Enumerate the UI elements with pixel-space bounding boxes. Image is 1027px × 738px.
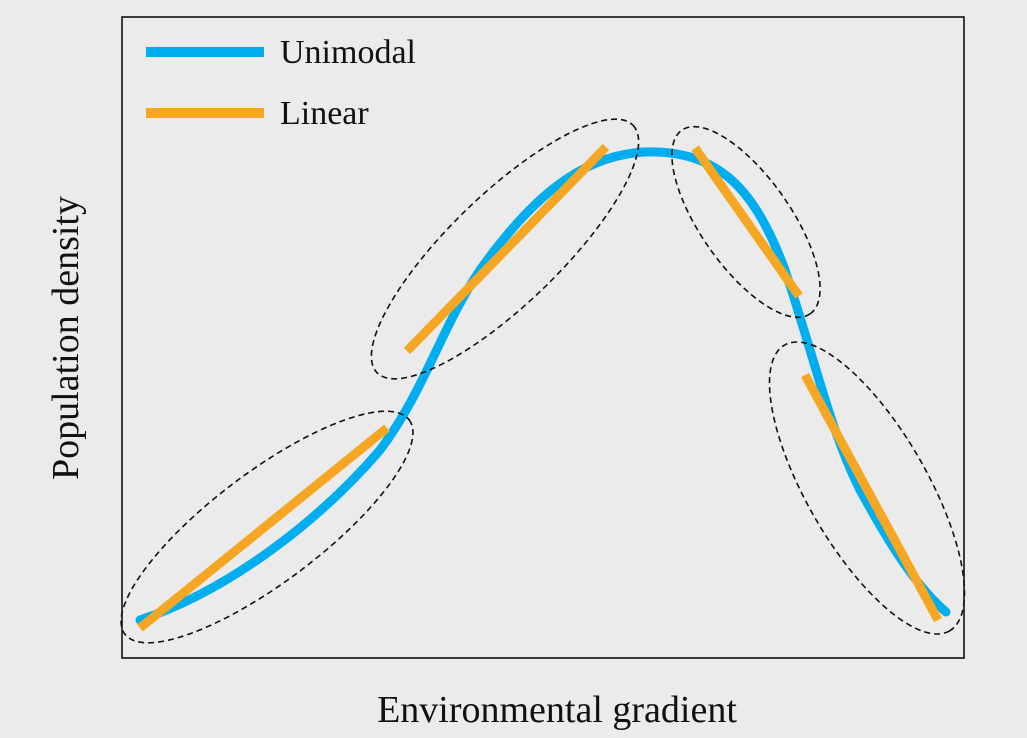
linear-segment-2 (403, 143, 610, 355)
legend: Unimodal Linear (146, 34, 416, 132)
segment-ellipse-1 (120, 410, 414, 644)
plot-frame (121, 16, 965, 659)
unimodal-curve (135, 147, 951, 625)
legend-label-unimodal: Unimodal (280, 34, 416, 71)
segment-ellipse-4 (768, 341, 966, 635)
segment-ellipse-2 (370, 118, 640, 380)
linear-segment-1 (137, 424, 390, 632)
x-axis-label: Environmental gradient (377, 689, 737, 731)
linear-segments (137, 143, 942, 632)
linear-segment-3 (691, 145, 803, 299)
segment-ellipse-3 (671, 125, 821, 319)
y-axis-label: Population density (45, 196, 87, 480)
segment-ellipses (120, 118, 966, 644)
linear-segment-4 (801, 372, 942, 623)
legend-label-linear: Linear (280, 95, 369, 132)
